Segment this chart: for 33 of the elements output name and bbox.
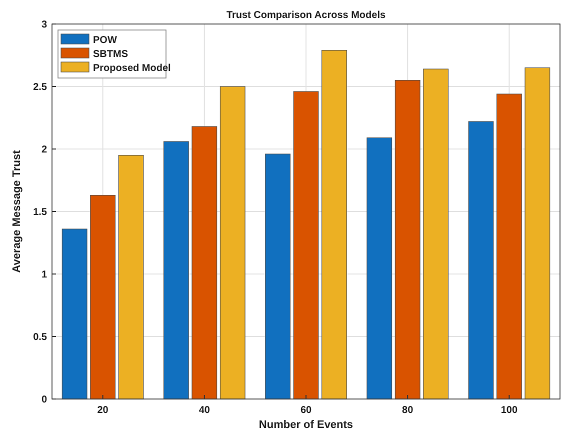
y-tick-label: 0 (41, 394, 48, 406)
bar (265, 154, 290, 400)
x-tick-label: 100 (500, 405, 518, 416)
bar (322, 50, 347, 400)
legend-label: Proposed Model (93, 63, 172, 74)
legend-label: SBTMS (93, 49, 128, 60)
bar (118, 154, 144, 400)
bar (524, 67, 550, 400)
y-tick-label: 3 (41, 20, 48, 30)
x-tick-label: 40 (198, 405, 210, 416)
y-tick-label: 2 (41, 144, 48, 156)
y-tick-label: 1 (41, 270, 48, 280)
bar (293, 91, 319, 400)
x-tick-label: 80 (402, 405, 414, 416)
y-tick-label: 0.5 (33, 332, 48, 343)
bar (192, 126, 218, 400)
bar (394, 80, 420, 400)
chart-title: Trust Comparison Across Models (226, 10, 386, 21)
y-tick-label: 1.5 (33, 207, 48, 218)
x-tick-label: 20 (97, 405, 109, 416)
bar (220, 86, 246, 400)
legend-label: POW (93, 35, 118, 46)
bar (468, 121, 494, 400)
bar (366, 137, 392, 400)
bar (90, 194, 116, 400)
bar (496, 94, 522, 400)
y-axis-title: Average Message Trust (11, 150, 23, 273)
bar (62, 228, 88, 400)
x-tick-label: 60 (300, 405, 312, 416)
y-tick-label: 2.5 (33, 82, 48, 93)
bar (423, 68, 449, 400)
bar (163, 141, 189, 400)
x-axis-title: Number of Events (258, 419, 354, 431)
